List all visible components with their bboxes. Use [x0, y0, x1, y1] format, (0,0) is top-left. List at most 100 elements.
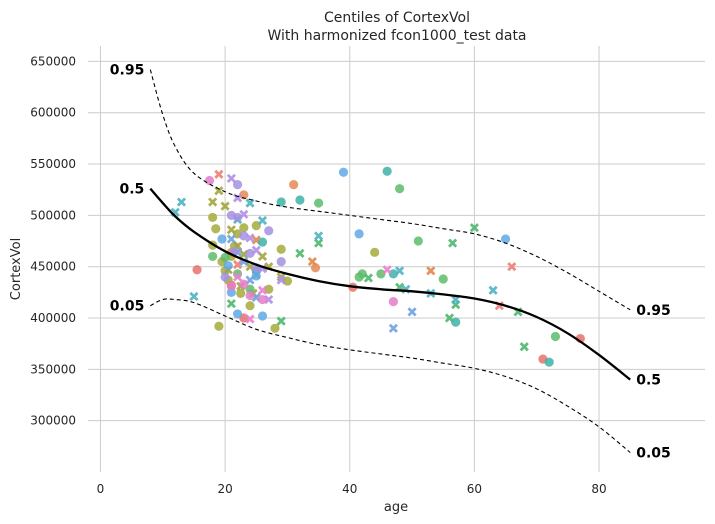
- grid-lines: [88, 46, 705, 472]
- data-point-circle: [370, 247, 380, 257]
- data-point-circle: [382, 166, 392, 176]
- data-point-circle: [239, 223, 249, 233]
- x-axis-label: age: [384, 500, 408, 515]
- data-point-x: [251, 245, 261, 255]
- data-point-x: [388, 323, 398, 333]
- x-tick-label: 20: [217, 482, 232, 496]
- centile-label-right: 0.95: [636, 303, 671, 319]
- data-point-x: [276, 316, 286, 326]
- data-point-circle: [550, 331, 561, 342]
- data-point-circle: [223, 261, 233, 271]
- data-point-circle: [214, 321, 224, 331]
- data-point-x: [245, 233, 255, 243]
- data-point-circle: [282, 276, 293, 286]
- data-point-circle: [220, 272, 230, 282]
- centile-label-right: 0.5: [636, 373, 661, 389]
- data-point-x: [226, 299, 236, 309]
- data-point-circle: [354, 229, 364, 239]
- data-point-circle: [276, 244, 286, 254]
- data-point-circle: [313, 198, 324, 208]
- centile-curves: [149, 69, 631, 453]
- y-tick-label: 650000: [30, 54, 76, 68]
- y-tick-label: 550000: [30, 157, 76, 171]
- data-point-circle: [245, 248, 255, 258]
- data-point-x: [395, 266, 405, 276]
- data-point-x: [314, 238, 324, 248]
- centile-label-left: 0.05: [110, 299, 145, 315]
- data-point-circle: [217, 234, 227, 244]
- data-point-circle: [239, 279, 249, 289]
- chart-title: Centiles of CortexVol: [324, 10, 470, 26]
- data-point-x: [239, 209, 249, 219]
- data-point-circle: [310, 263, 321, 273]
- data-point-circle: [236, 288, 246, 298]
- axis-ticks: 3000003500004000004500005000005500006000…: [30, 54, 607, 496]
- data-point-circle: [276, 197, 286, 207]
- data-point-circle: [245, 290, 255, 301]
- data-point-x: [226, 225, 236, 235]
- data-point-circle: [232, 309, 243, 319]
- y-axis-label: CortexVol: [9, 238, 24, 300]
- data-point-circle: [257, 294, 268, 305]
- x-tick-label: 0: [97, 482, 105, 496]
- data-point-circle: [544, 357, 554, 367]
- data-point-circle: [289, 179, 299, 190]
- data-point-circle: [257, 311, 268, 321]
- centile-label-right: 0.05: [636, 445, 671, 461]
- data-point-circle: [276, 256, 286, 267]
- data-point-x: [226, 234, 236, 244]
- data-point-circle: [376, 269, 386, 279]
- data-point-x: [407, 307, 417, 317]
- data-point-x: [232, 193, 243, 203]
- data-point-x: [426, 266, 436, 276]
- data-point-circle: [232, 179, 243, 190]
- data-point-circle: [413, 236, 423, 246]
- y-tick-label: 400000: [30, 311, 76, 325]
- data-point-circle: [500, 234, 511, 244]
- data-point-x: [382, 265, 392, 275]
- data-point-circle: [295, 195, 305, 205]
- chart-subtitle: With harmonized fcon1000_test data: [267, 28, 526, 44]
- data-point-x: [214, 169, 224, 179]
- centile-curve-0-95: [149, 69, 631, 311]
- data-point-x: [232, 260, 243, 270]
- data-point-x: [257, 251, 268, 262]
- scatter-points: [170, 166, 585, 367]
- data-point-x: [295, 248, 305, 258]
- data-point-circle: [232, 212, 243, 223]
- data-point-circle: [395, 184, 405, 194]
- x-tick-label: 60: [467, 482, 482, 496]
- data-point-x: [176, 197, 187, 207]
- centile-labels: 0.95 0.95 0.5 0.5 0.05 0.05: [110, 63, 671, 462]
- data-point-x: [507, 262, 517, 272]
- data-point-x: [314, 231, 324, 241]
- data-point-circle: [251, 271, 261, 281]
- x-tick-label: 80: [591, 482, 606, 496]
- data-point-x: [469, 223, 479, 233]
- data-point-circle: [264, 284, 274, 294]
- data-point-x: [208, 197, 218, 207]
- data-point-x: [226, 173, 236, 184]
- data-point-circle: [245, 301, 255, 311]
- data-point-circle: [239, 231, 249, 241]
- y-tick-label: 300000: [30, 414, 76, 428]
- data-point-circle: [226, 281, 236, 291]
- data-point-x: [519, 342, 529, 352]
- data-point-x: [257, 285, 268, 295]
- y-tick-label: 450000: [30, 260, 76, 274]
- data-point-x: [448, 238, 458, 248]
- data-point-circle: [211, 224, 221, 234]
- data-point-circle: [357, 269, 367, 279]
- data-point-circle: [192, 265, 202, 275]
- data-point-circle: [264, 226, 274, 236]
- x-tick-label: 40: [342, 482, 357, 496]
- data-point-x: [488, 285, 498, 295]
- y-tick-label: 600000: [30, 106, 76, 120]
- data-point-circle: [208, 212, 218, 223]
- data-point-x: [214, 186, 224, 196]
- data-point-x: [307, 256, 317, 267]
- data-point-circle: [208, 251, 218, 262]
- centile-label-left: 0.5: [120, 182, 145, 198]
- data-point-circle: [388, 269, 398, 279]
